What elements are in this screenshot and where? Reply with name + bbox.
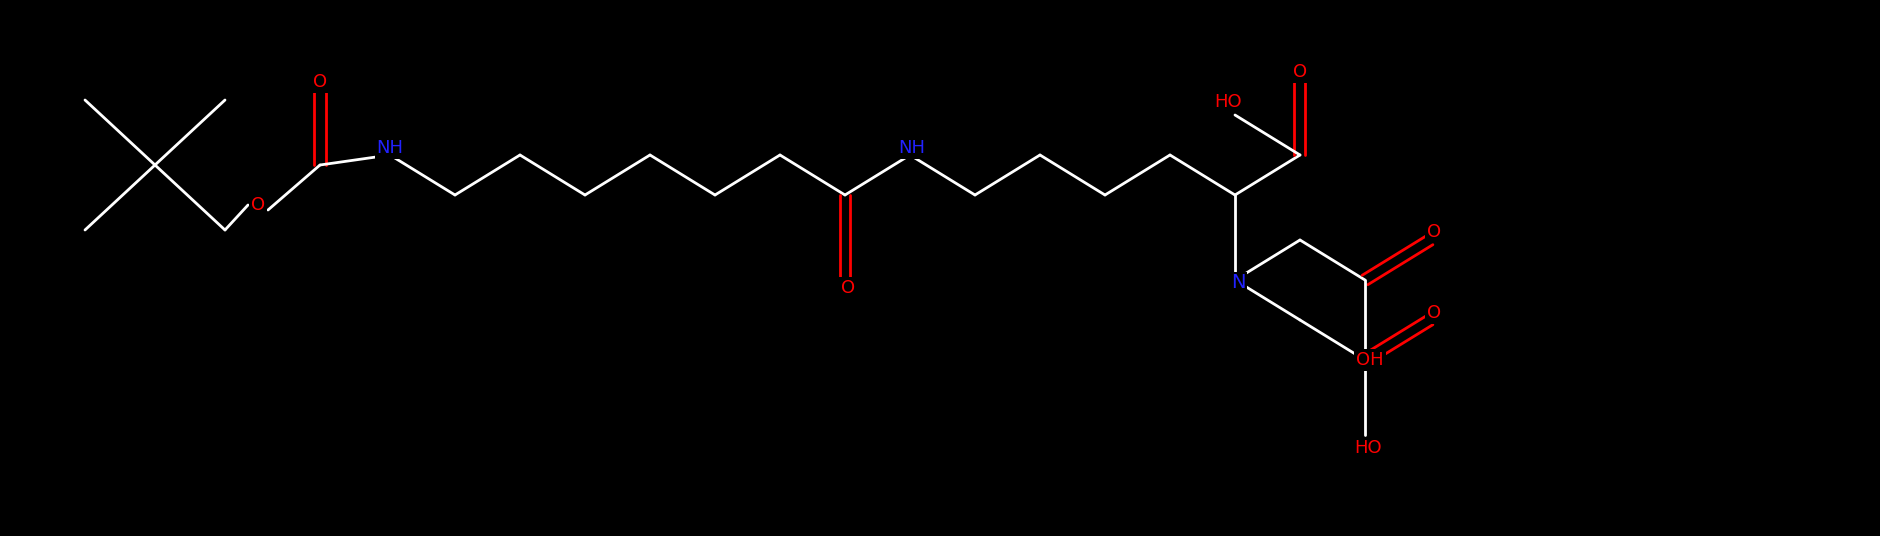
Text: NH: NH [376, 139, 404, 157]
Text: O: O [1427, 223, 1440, 241]
Text: O: O [250, 196, 265, 214]
Text: HO: HO [1354, 439, 1382, 457]
Text: O: O [1427, 304, 1440, 322]
Text: O: O [312, 73, 327, 91]
Text: O: O [840, 279, 855, 297]
Text: OH: OH [1355, 351, 1384, 369]
Text: O: O [1292, 63, 1307, 81]
Text: N: N [1230, 273, 1245, 293]
Text: NH: NH [899, 139, 925, 157]
Text: HO: HO [1214, 93, 1241, 111]
